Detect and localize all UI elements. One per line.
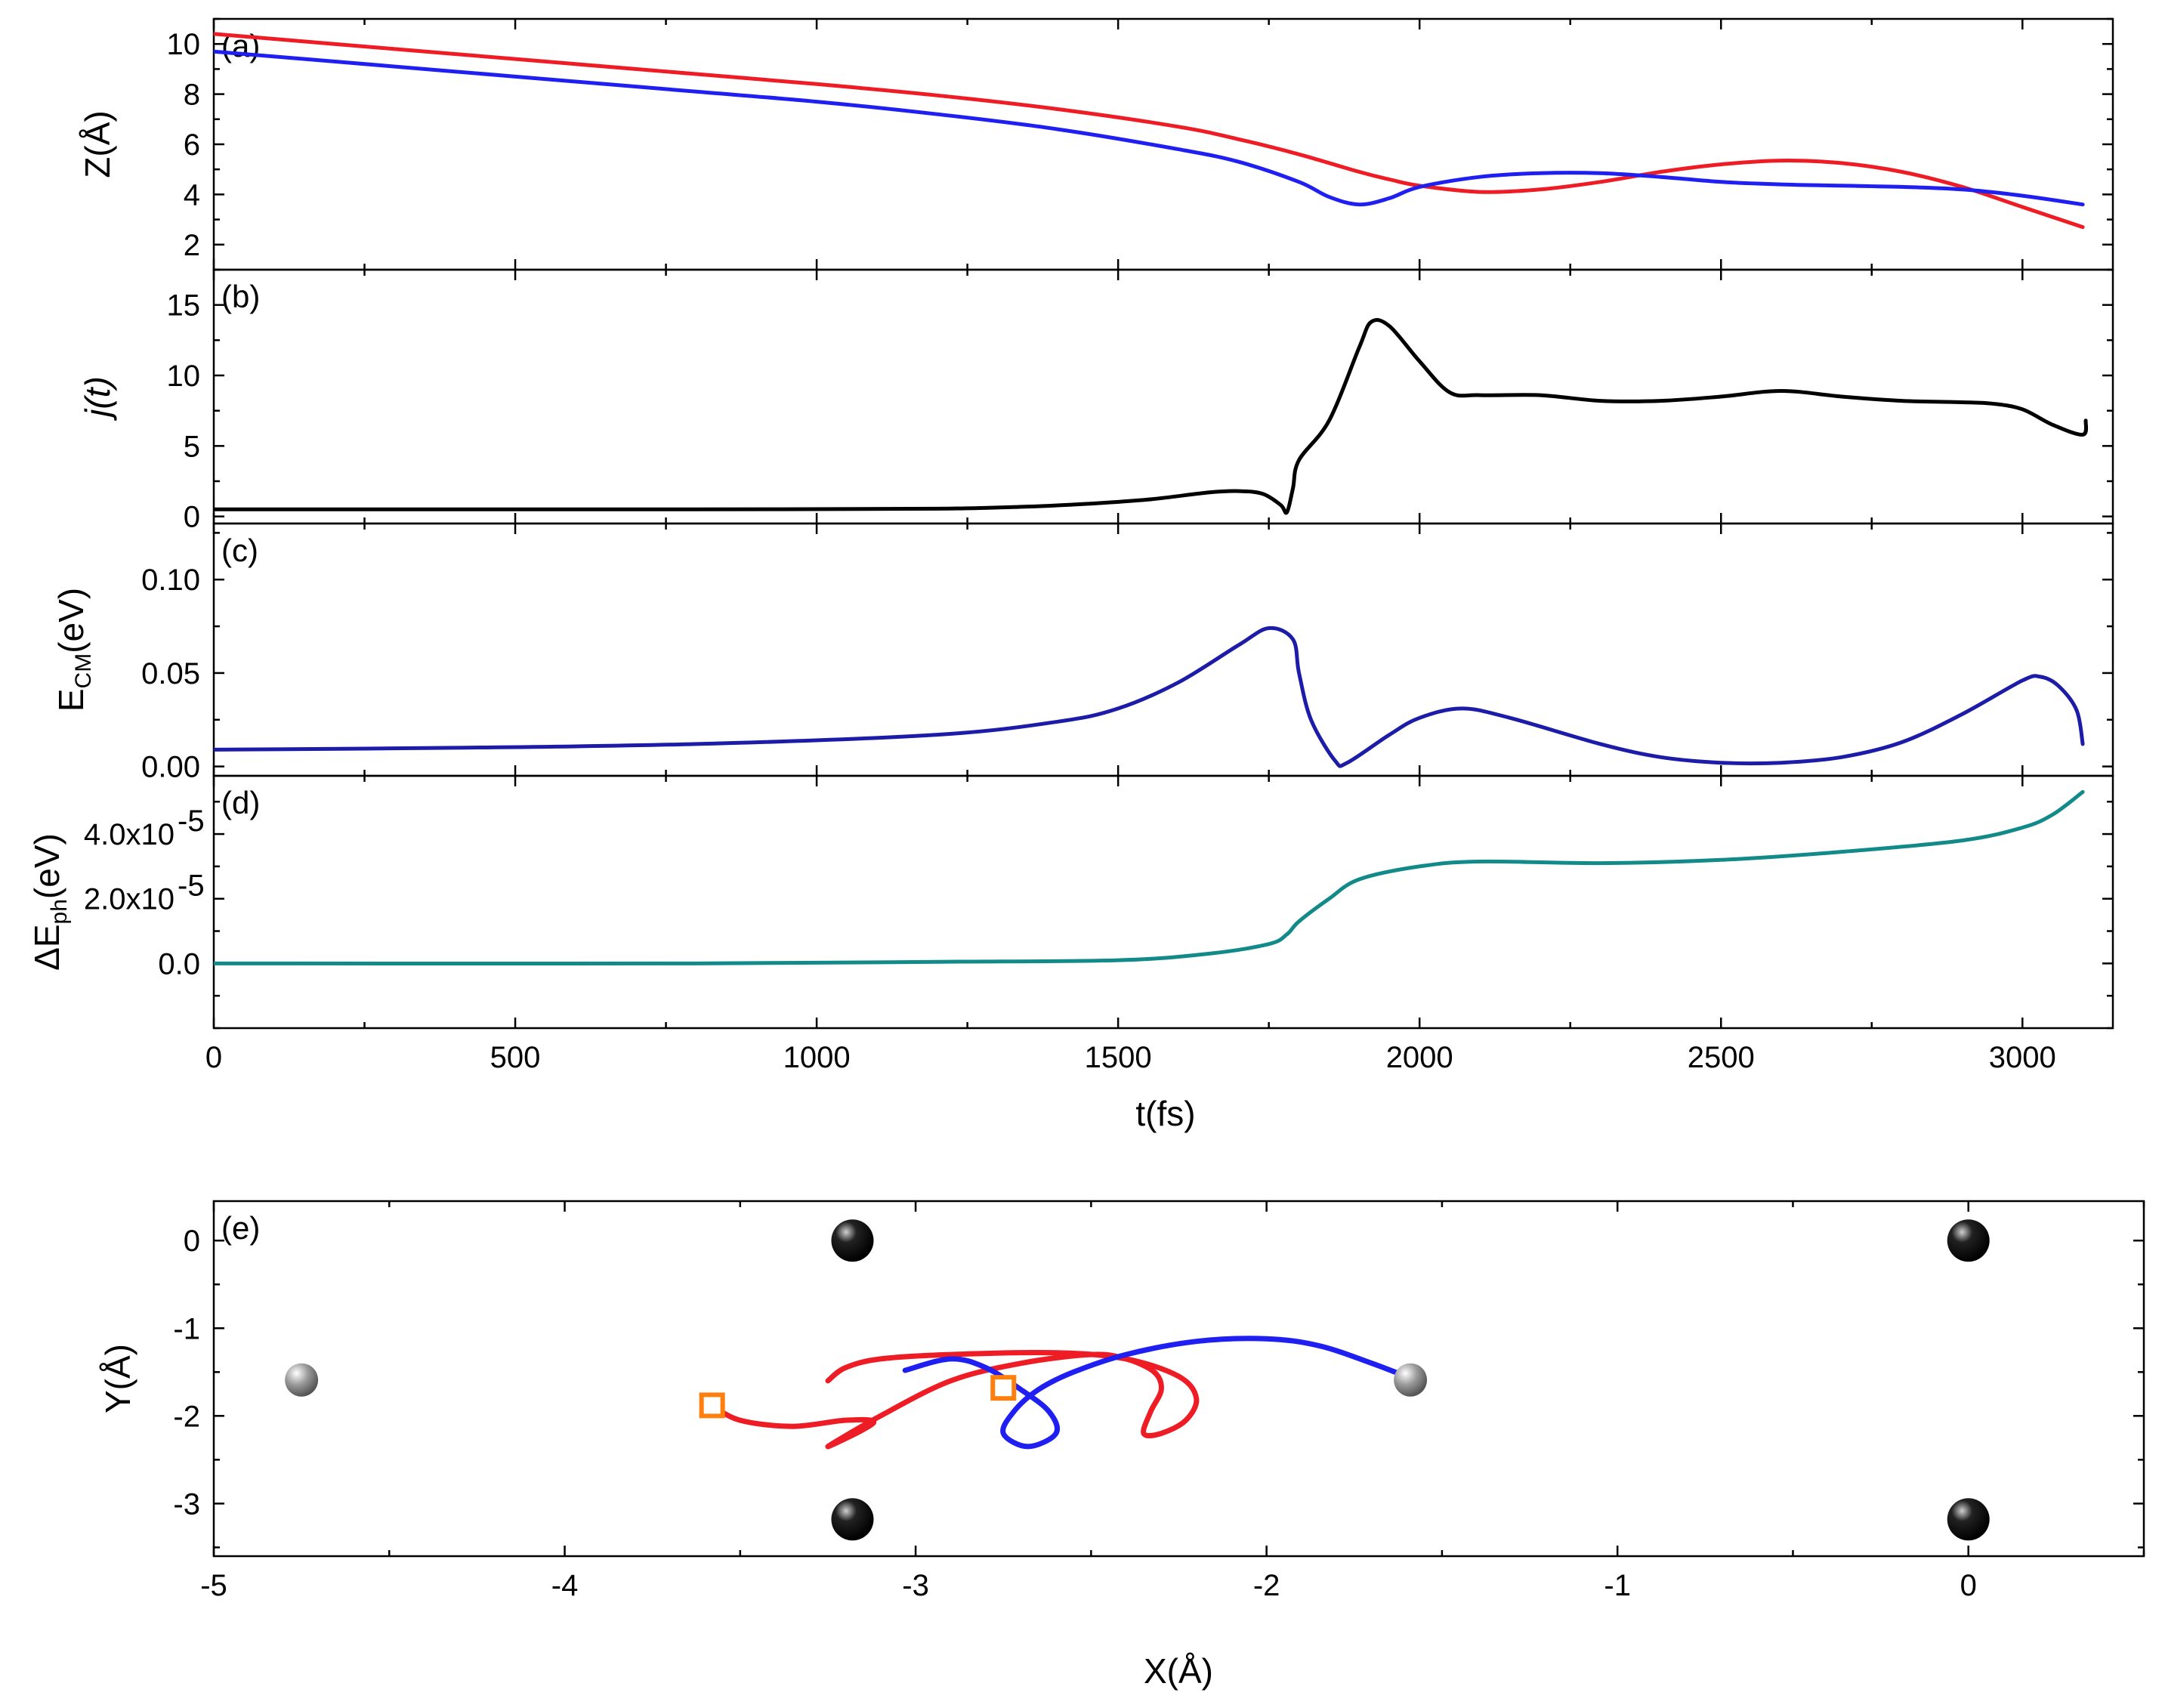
substrate-atom-gray (1394, 1363, 1428, 1397)
y-tick-label: 6 (184, 128, 200, 162)
series-line-atom-1 (214, 32, 2085, 230)
substrate-atom-black (1947, 1498, 1990, 1541)
y-tick-label: 0.10 (141, 564, 200, 597)
y-tick-label: 4.0x10 (84, 818, 174, 851)
y-axis-label-part: E (51, 688, 91, 712)
panel-d: 0.02.0x10 -54.0x10 -50 500 1000 1500 2000 2500 3… (27, 774, 2114, 1074)
plot-frame (212, 1200, 2145, 1558)
panel-e: 0 -1 -2 -3 -5 -4 -3 -2 -1 0 (e) Y(Å) (98, 1200, 2145, 1602)
substrate-atom-black (1947, 1219, 1990, 1262)
y-tick-label: 10 (167, 28, 201, 61)
panel-label: (d) (221, 785, 260, 820)
y-axis-label: j(t) (78, 376, 117, 422)
x-tick-label: -3 (902, 1569, 929, 1602)
x-tick-label: 500 (490, 1041, 541, 1074)
y-axis-label: ECM(eV) (51, 588, 96, 712)
series-line--e_ph (214, 789, 2085, 966)
y-axis-label-part: CM (71, 653, 96, 689)
y-tick-label: 0 (184, 501, 200, 534)
y-tick-label: 10 (167, 360, 201, 393)
y-tick-label: 0.0 (158, 947, 200, 981)
y-tick-label: 2.0x10 (84, 883, 174, 916)
x-tick-label: 1000 (783, 1041, 851, 1074)
y-tick-label: 8 (184, 79, 200, 112)
series-line-j-t- (214, 318, 2089, 515)
plot-frame (212, 522, 2114, 777)
y-axis-label-part: ph (47, 899, 72, 924)
substrate-atom-black (831, 1219, 874, 1262)
x-tick-label: 2000 (1386, 1041, 1453, 1074)
x-tick-label: 0 (1960, 1569, 1977, 1602)
panel-e-x-axis-label: X(Å) (1144, 1651, 1213, 1691)
x-tick-label: 2500 (1688, 1041, 1755, 1074)
x-tick-label: -2 (1253, 1569, 1280, 1602)
y-axis-label-part: (eV) (27, 833, 66, 899)
y-tick-label: -1 (173, 1312, 200, 1345)
y-tick-label: 15 (167, 289, 201, 323)
series-line-e_cm (214, 625, 2085, 768)
panel-b: 0 5 10 15 (b) j(t) (78, 268, 2114, 534)
y-tick-label: 0.00 (141, 751, 200, 784)
trajectory-atom-1-path (709, 1350, 1200, 1450)
y-axis-label-part: (eV) (51, 588, 91, 653)
y-tick-label: -3 (173, 1487, 200, 1521)
x-tick-label: -1 (1604, 1569, 1631, 1602)
y-axis-label: ΔEph(eV) (27, 833, 72, 971)
y-tick-label: 2 (184, 229, 200, 262)
panel-label: (b) (221, 279, 260, 314)
y-axis-label-part: ΔE (27, 924, 66, 970)
substrate-atom-gray (285, 1363, 319, 1397)
x-tick-label: 1500 (1085, 1041, 1152, 1074)
y-axis-label: Z(Å) (78, 110, 117, 178)
x-tick-label: -5 (200, 1569, 227, 1602)
shared-x-axis-label: t(fs) (1135, 1094, 1195, 1133)
x-tick-label: 0 (205, 1041, 222, 1074)
y-tick-exponent: -5 (178, 869, 205, 903)
substrate-atom-black (831, 1498, 874, 1541)
y-tick-label: -2 (173, 1400, 200, 1433)
series-line-atom-2 (214, 49, 2085, 207)
plot-frame (212, 774, 2114, 1030)
start-marker (990, 1375, 1017, 1401)
y-tick-label: 0 (184, 1225, 200, 1258)
panel-label: (c) (221, 533, 258, 568)
x-tick-label: 3000 (1989, 1041, 2056, 1074)
start-marker (699, 1392, 725, 1419)
y-tick-label: 0.05 (141, 657, 200, 690)
x-tick-label: -4 (551, 1569, 579, 1602)
y-tick-exponent: -5 (178, 805, 205, 838)
y-tick-label: 5 (184, 430, 200, 463)
panel-c: 0.00 0.05 0.10 (c) ECM(eV) (51, 522, 2114, 784)
y-axis-label: Y(Å) (98, 1344, 137, 1413)
panel-label: (e) (221, 1210, 260, 1246)
y-tick-label: 4 (184, 178, 200, 212)
